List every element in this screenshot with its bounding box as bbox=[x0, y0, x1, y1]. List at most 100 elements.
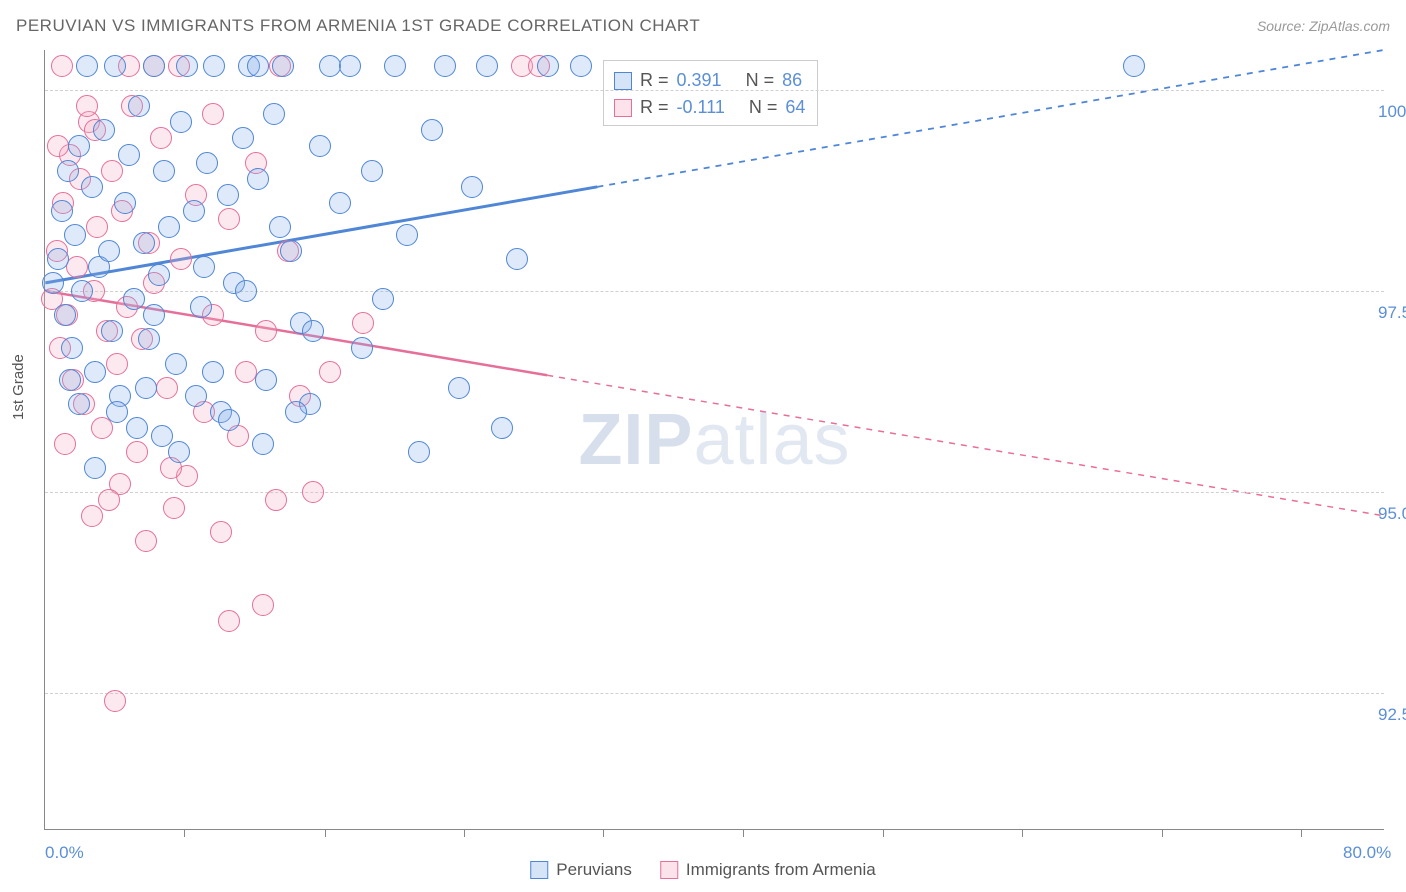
trend-line-dashed bbox=[547, 375, 1383, 516]
data-point bbox=[123, 288, 145, 310]
data-point bbox=[61, 337, 83, 359]
data-point bbox=[126, 417, 148, 439]
data-point bbox=[185, 385, 207, 407]
data-point bbox=[84, 361, 106, 383]
legend-swatch bbox=[660, 861, 678, 879]
watermark-bold: ZIP bbox=[578, 400, 693, 480]
source-name: ZipAtlas.com bbox=[1309, 18, 1390, 34]
x-tick bbox=[743, 829, 744, 837]
data-point bbox=[193, 256, 215, 278]
data-point bbox=[68, 135, 90, 157]
data-point bbox=[76, 95, 98, 117]
data-point bbox=[217, 184, 239, 206]
data-point bbox=[448, 377, 470, 399]
data-point bbox=[59, 369, 81, 391]
data-point bbox=[57, 160, 79, 182]
data-point bbox=[329, 192, 351, 214]
data-point bbox=[98, 489, 120, 511]
data-point bbox=[247, 168, 269, 190]
data-point bbox=[135, 377, 157, 399]
x-tick bbox=[464, 829, 465, 837]
data-point bbox=[114, 192, 136, 214]
data-point bbox=[302, 320, 324, 342]
data-point bbox=[434, 55, 456, 77]
data-point bbox=[255, 369, 277, 391]
n-label: N = bbox=[749, 94, 778, 121]
data-point bbox=[351, 337, 373, 359]
data-point bbox=[81, 176, 103, 198]
legend: PeruviansImmigrants from Armenia bbox=[530, 860, 876, 880]
watermark-light: atlas bbox=[693, 400, 850, 480]
data-point bbox=[64, 224, 86, 246]
data-point bbox=[104, 690, 126, 712]
data-point bbox=[372, 288, 394, 310]
legend-item: Peruvians bbox=[530, 860, 632, 880]
x-tick-label: 0.0% bbox=[45, 843, 84, 863]
data-point bbox=[170, 111, 192, 133]
data-point bbox=[138, 328, 160, 350]
data-point bbox=[232, 127, 254, 149]
data-point bbox=[165, 353, 187, 375]
data-point bbox=[126, 441, 148, 463]
data-point bbox=[265, 489, 287, 511]
data-point bbox=[153, 160, 175, 182]
data-point bbox=[263, 103, 285, 125]
n-value: 64 bbox=[785, 94, 805, 121]
data-point bbox=[1123, 55, 1145, 77]
plot-area: ZIPatlas R =0.391N =86R =-0.111N =64 92.… bbox=[44, 50, 1384, 830]
data-point bbox=[170, 248, 192, 270]
x-tick-label: 80.0% bbox=[1343, 843, 1391, 863]
data-point bbox=[384, 55, 406, 77]
correlation-stats-box: R =0.391N =86R =-0.111N =64 bbox=[603, 60, 818, 126]
data-point bbox=[133, 232, 155, 254]
data-point bbox=[203, 55, 225, 77]
data-point bbox=[150, 127, 172, 149]
data-point bbox=[101, 160, 123, 182]
r-label: R = bbox=[640, 94, 669, 121]
data-point bbox=[202, 103, 224, 125]
data-point bbox=[51, 200, 73, 222]
x-tick bbox=[603, 829, 604, 837]
data-point bbox=[269, 216, 291, 238]
data-point bbox=[210, 521, 232, 543]
data-point bbox=[302, 481, 324, 503]
data-point bbox=[408, 441, 430, 463]
data-point bbox=[280, 240, 302, 262]
gridline-h bbox=[45, 90, 1384, 91]
data-point bbox=[47, 248, 69, 270]
data-point bbox=[570, 55, 592, 77]
y-tick-label: 97.5% bbox=[1378, 303, 1406, 323]
data-point bbox=[190, 296, 212, 318]
data-point bbox=[285, 401, 307, 423]
y-tick-label: 92.5% bbox=[1378, 705, 1406, 725]
data-point bbox=[54, 433, 76, 455]
data-point bbox=[143, 55, 165, 77]
series-swatch bbox=[614, 72, 632, 90]
data-point bbox=[352, 312, 374, 334]
data-point bbox=[309, 135, 331, 157]
data-point bbox=[252, 433, 274, 455]
data-point bbox=[156, 377, 178, 399]
data-point bbox=[68, 393, 90, 415]
data-point bbox=[143, 304, 165, 326]
data-point bbox=[235, 280, 257, 302]
stats-row: R =-0.111N =64 bbox=[614, 94, 805, 121]
source-prefix: Source: bbox=[1257, 18, 1309, 34]
data-point bbox=[71, 280, 93, 302]
data-point bbox=[218, 409, 240, 431]
data-point bbox=[106, 401, 128, 423]
data-point bbox=[168, 441, 190, 463]
data-point bbox=[202, 361, 224, 383]
data-point bbox=[218, 610, 240, 632]
data-point bbox=[86, 216, 108, 238]
data-point bbox=[42, 272, 64, 294]
data-point bbox=[106, 353, 128, 375]
y-tick-label: 95.0% bbox=[1378, 504, 1406, 524]
x-tick bbox=[1301, 829, 1302, 837]
data-point bbox=[118, 144, 140, 166]
legend-swatch bbox=[530, 861, 548, 879]
data-point bbox=[396, 224, 418, 246]
y-tick-label: 100.0% bbox=[1378, 102, 1406, 122]
data-point bbox=[461, 176, 483, 198]
data-point bbox=[76, 55, 98, 77]
